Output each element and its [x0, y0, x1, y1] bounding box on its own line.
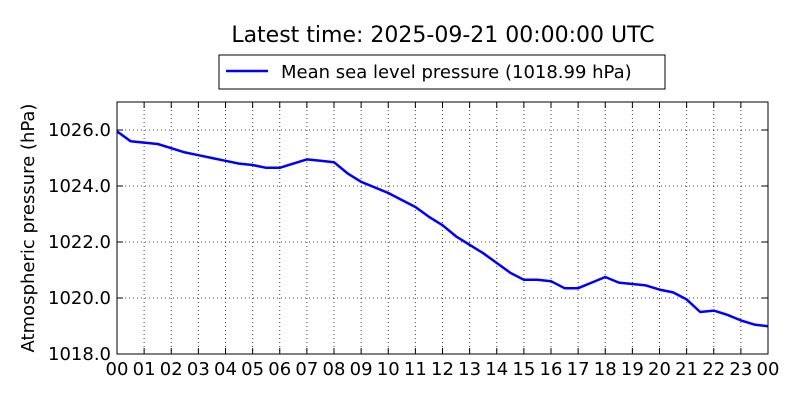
x-tick-label: 17	[567, 359, 590, 380]
y-axis-label: Atmospheric pressure (hPa)	[18, 104, 39, 353]
x-tick-label: 11	[404, 359, 427, 380]
x-tick-label: 03	[187, 359, 210, 380]
x-tick-label: 12	[431, 359, 454, 380]
x-tick-label: 09	[350, 359, 373, 380]
x-tick-label: 01	[133, 359, 156, 380]
x-tick-label: 02	[160, 359, 183, 380]
y-tick-label: 1020.0	[48, 288, 111, 309]
plot-area	[116, 130, 769, 328]
chart-title: Latest time: 2025-09-21 00:00:00 UTC	[231, 23, 654, 48]
legend-label: Mean sea level pressure (1018.99 hPa)	[281, 62, 632, 83]
x-tick-label: 20	[648, 359, 671, 380]
x-tick-label: 00	[757, 359, 780, 380]
x-tick-label: 04	[214, 359, 237, 380]
x-tick-label: 08	[323, 359, 346, 380]
legend-box	[218, 54, 666, 90]
x-tick-label: 07	[295, 359, 318, 380]
x-tick-label: 22	[702, 359, 725, 380]
x-tick-label: 10	[377, 359, 400, 380]
legend: Mean sea level pressure (1018.99 hPa)	[218, 54, 666, 90]
x-tick-label: 05	[241, 359, 264, 380]
y-tick-label: 1026.0	[48, 120, 111, 141]
axis-ticks: 00 01 02 03 04 05 06 07 08 09 10 11 12 13 14 15 16 17 18 19…	[48, 102, 779, 380]
x-tick-label: 13	[458, 359, 481, 380]
x-tick-label: 14	[485, 359, 508, 380]
x-tick-label: 00	[106, 359, 129, 380]
x-tick-label: 23	[729, 359, 752, 380]
y-tick-label: 1018.0	[48, 344, 111, 365]
series-line-pressure	[116, 130, 769, 328]
y-tick-label: 1024.0	[48, 176, 111, 197]
grid	[117, 102, 768, 355]
y-tick-label: 1022.0	[48, 232, 111, 253]
x-tick-label: 06	[268, 359, 291, 380]
plot-frame	[116, 101, 769, 355]
x-tick-label: 19	[621, 359, 644, 380]
x-tick-label: 21	[675, 359, 698, 380]
x-tick-label: 15	[512, 359, 535, 380]
x-tick-label: 16	[540, 359, 563, 380]
x-tick-label: 18	[594, 359, 617, 380]
